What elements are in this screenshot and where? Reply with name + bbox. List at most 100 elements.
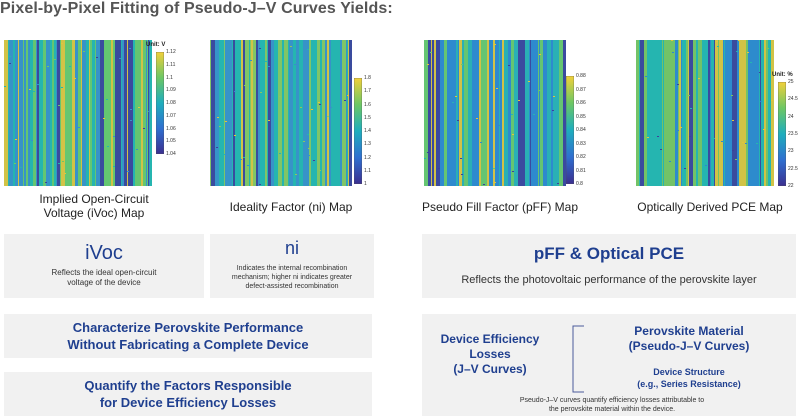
map-stripe [502,40,504,186]
map-speckle [427,152,429,153]
map-stripe [233,40,235,186]
map-speckle [279,96,281,97]
map-speckle [295,174,297,175]
colorbar-tick-label: 1.6 [364,101,371,108]
map-speckle [660,149,662,150]
map-stripe [100,40,104,186]
map-speckle [738,40,740,41]
quantify-text: Quantify the Factors Responsible for Dev… [4,377,372,411]
map-speckle [731,95,733,96]
map-stripe [65,40,69,186]
map-speckle [47,66,49,67]
map-stripe [663,40,664,186]
map-stripe [452,40,456,186]
map-stripe [540,40,543,186]
colorbar-tick-label: 1.08 [166,100,176,106]
pff-pce-description: Reflects the photovoltaic performance of… [461,274,757,286]
map-stripe [675,40,678,186]
map-stripe [349,40,352,186]
map-speckle [474,89,476,90]
map-stripe [665,40,667,186]
map-stripe [710,40,711,186]
map-stripe [504,40,508,186]
text-line: (e.g., Series Resistance) [637,379,741,389]
map-speckle [669,161,671,162]
ivoc-map [4,40,152,186]
map-speckle [240,159,242,160]
map-stripe [288,40,289,186]
map-speckle [645,76,647,77]
ivoc-colorbar [155,51,165,159]
map-speckle [96,57,98,58]
map-speckle [539,90,541,91]
colorbar-tick-label: 0.86 [576,100,586,106]
map-speckle [107,146,109,147]
map-stripe [456,40,458,186]
ni-map-caption: Ideality Factor (ni) Map [229,200,353,214]
colorbar-gradient [565,75,575,185]
pce-map [636,40,774,186]
map-stripe [547,40,551,186]
map-speckle [451,184,453,185]
map-speckle [672,52,674,53]
map-stripe [50,40,52,186]
colorbar-tick-label: 24.5 [788,96,798,103]
map-stripe [434,40,436,186]
map-stripe [86,40,89,186]
map-stripe [309,40,311,186]
map-stripe [472,40,476,186]
map-stripe [697,40,698,186]
map-stripe [424,40,426,186]
map-speckle [268,66,270,67]
map-speckle [130,109,132,110]
map-speckle [476,118,478,119]
map-stripe [313,40,314,186]
map-speckle [723,141,725,142]
map-stripe [342,40,346,186]
map-stripe [714,40,715,186]
map-speckle [749,97,751,98]
colorbar-tick-label: 1.04 [166,151,176,157]
ni-map [210,40,352,186]
map-stripe [317,40,320,186]
map-stripe [225,40,229,186]
map-stripe [26,40,27,186]
colorbar-gradient [155,51,165,155]
map-speckle [330,107,332,108]
map-speckle [480,142,482,143]
map-speckle [713,138,715,139]
map-stripe [746,40,748,186]
map-stripe [325,40,327,186]
map-speckle [469,179,471,180]
map-speckle [427,64,429,65]
map-stripe [18,40,19,186]
map-speckle [279,153,281,154]
map-stripe [529,40,530,186]
map-stripe [61,40,65,186]
map-speckle [300,107,302,108]
map-stripe [124,40,127,186]
map-speckle [307,134,309,135]
colorbar-tick-label: 1.8 [364,75,371,81]
map-stripe [39,40,43,186]
map-stripe [448,40,449,186]
map-stripe [30,40,33,186]
map-stripe [141,40,143,186]
map-speckle [259,48,261,49]
map-stripe [696,40,697,186]
map-stripe [296,40,299,186]
map-speckle [461,174,463,175]
text-line: (J–V Curves) [453,362,527,376]
map-stripe [559,40,563,186]
map-stripe [115,40,119,186]
map-speckle [313,160,315,161]
pff-map [424,40,566,186]
map-speckle [557,183,559,184]
map-stripe [534,40,538,186]
map-speckle [303,141,305,142]
map-stripe [346,40,347,186]
map-stripe [662,40,663,186]
map-stripe [57,40,60,186]
map-stripe [224,40,225,186]
map-speckle [14,163,16,164]
